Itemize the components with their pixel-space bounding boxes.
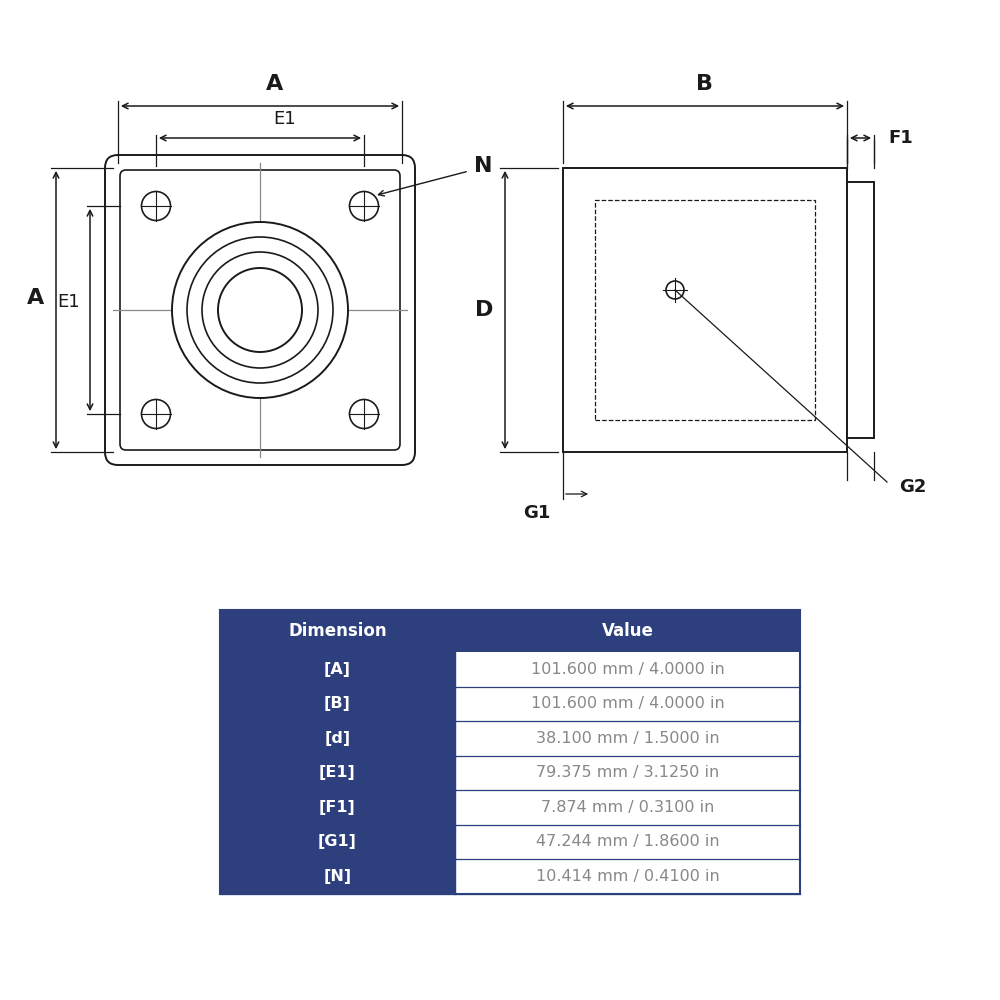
Bar — [220, 859, 455, 894]
Bar — [595, 200, 815, 420]
Bar — [220, 790, 455, 824]
Circle shape — [350, 192, 378, 221]
Bar — [455, 686, 800, 721]
Circle shape — [172, 222, 348, 398]
Circle shape — [142, 399, 170, 428]
Text: 7.874 mm / 0.3100 in: 7.874 mm / 0.3100 in — [541, 800, 714, 815]
Bar — [220, 652, 455, 686]
Text: [F1]: [F1] — [319, 800, 356, 815]
Text: [N]: [N] — [323, 869, 352, 884]
Text: [E1]: [E1] — [319, 765, 356, 780]
Bar — [220, 756, 455, 790]
Text: Value: Value — [602, 622, 653, 640]
Bar — [847, 182, 874, 438]
Text: A: A — [266, 74, 284, 94]
Text: B: B — [696, 74, 714, 94]
Text: A: A — [27, 288, 44, 308]
Bar — [455, 721, 800, 756]
Text: [d]: [d] — [324, 731, 351, 746]
Circle shape — [187, 237, 333, 383]
Text: 101.600 mm / 4.0000 in: 101.600 mm / 4.0000 in — [531, 662, 724, 677]
Bar — [455, 756, 800, 790]
Text: [B]: [B] — [324, 696, 351, 711]
Text: 101.600 mm / 4.0000 in: 101.600 mm / 4.0000 in — [531, 696, 724, 711]
Bar — [220, 610, 800, 894]
Text: 10.414 mm / 0.4100 in: 10.414 mm / 0.4100 in — [536, 869, 719, 884]
Text: 38.100 mm / 1.5000 in: 38.100 mm / 1.5000 in — [536, 731, 719, 746]
Bar — [220, 824, 455, 859]
Bar — [455, 824, 800, 859]
Text: Dimension: Dimension — [288, 622, 387, 640]
Text: [A]: [A] — [324, 662, 351, 677]
Circle shape — [202, 252, 318, 368]
Text: N: N — [474, 156, 492, 176]
Bar — [563, 168, 847, 452]
Bar — [220, 610, 455, 652]
Text: E1: E1 — [274, 110, 296, 128]
Text: D: D — [475, 300, 493, 320]
Text: [G1]: [G1] — [318, 834, 357, 849]
Circle shape — [142, 192, 170, 221]
Text: G2: G2 — [899, 478, 926, 496]
Bar — [455, 859, 800, 894]
Text: 79.375 mm / 3.1250 in: 79.375 mm / 3.1250 in — [536, 765, 719, 780]
Circle shape — [666, 281, 684, 299]
Bar — [455, 790, 800, 824]
Text: 47.244 mm / 1.8600 in: 47.244 mm / 1.8600 in — [536, 834, 719, 849]
Bar — [455, 652, 800, 686]
FancyBboxPatch shape — [105, 155, 415, 465]
Text: F1: F1 — [888, 129, 913, 147]
Bar — [455, 610, 800, 652]
Circle shape — [218, 268, 302, 352]
Text: E1: E1 — [57, 293, 80, 311]
Bar — [220, 686, 455, 721]
Text: G1: G1 — [524, 504, 551, 522]
Circle shape — [350, 399, 378, 428]
Bar — [220, 721, 455, 756]
